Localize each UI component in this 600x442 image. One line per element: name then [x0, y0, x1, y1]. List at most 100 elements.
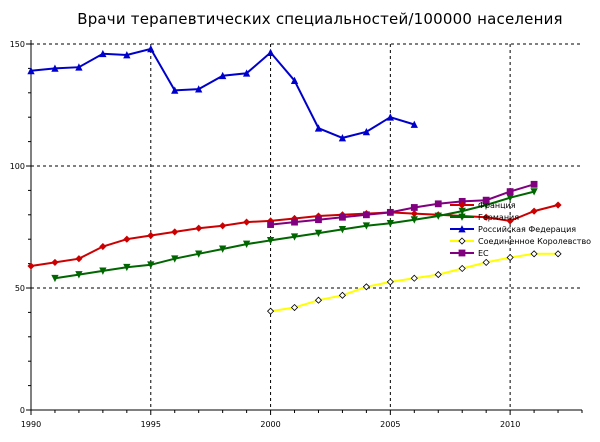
x-tick-label: 1995 — [141, 420, 161, 429]
data-point — [530, 188, 538, 196]
legend-swatch — [450, 213, 474, 221]
data-point — [147, 231, 155, 240]
series-line-4 — [270, 183, 535, 226]
data-point — [410, 210, 418, 218]
series-line-3 — [270, 252, 558, 313]
data-point — [27, 262, 35, 270]
data-point — [27, 66, 35, 75]
data-point — [171, 228, 179, 236]
data-point — [75, 63, 83, 71]
legend-item: Соединенное Королевство — [450, 235, 591, 247]
chart-title: Врачи терапевтических специальностей/100… — [77, 10, 563, 28]
legend-item: ЕС — [450, 247, 591, 259]
axes — [26, 40, 583, 415]
x-tick-label: 2005 — [380, 420, 400, 429]
data-point — [123, 51, 131, 59]
data-point — [554, 201, 562, 209]
legend-swatch — [450, 201, 474, 209]
legend-label: Российская Федерация — [478, 224, 577, 234]
data-point — [195, 85, 203, 93]
data-point — [362, 127, 371, 136]
data-point — [266, 237, 275, 245]
data-point — [506, 188, 514, 196]
data-point — [362, 211, 370, 219]
data-point — [362, 283, 370, 291]
data-point — [482, 258, 490, 266]
data-point — [51, 64, 59, 72]
data-point — [338, 134, 347, 142]
data-point — [338, 291, 347, 299]
data-point — [362, 222, 371, 230]
legend-swatch-marker — [458, 213, 466, 221]
x-tick-label: 2010 — [500, 420, 520, 429]
tick-labels: 1990 1995 2000 2005 2010 0 50 100 150 — [10, 40, 521, 429]
data-point — [171, 86, 179, 94]
data-point — [123, 263, 131, 272]
data-point — [243, 218, 251, 226]
data-point — [314, 124, 323, 132]
data-point — [482, 213, 490, 221]
data-point — [291, 218, 298, 226]
legend-swatch — [450, 237, 474, 245]
legend-swatch-marker — [458, 237, 466, 245]
data-point — [314, 229, 323, 237]
data-point — [51, 258, 59, 266]
data-point — [410, 274, 418, 282]
chart-legend: Франция Германия Российская Федерация Соеди… — [450, 199, 591, 259]
data-point — [530, 180, 538, 188]
legend-swatch — [450, 225, 474, 233]
data-point — [554, 250, 562, 258]
data-point — [171, 255, 179, 263]
data-point — [75, 271, 83, 279]
legend-item: Германия — [450, 211, 591, 223]
data-point — [290, 233, 299, 241]
data-point — [386, 219, 394, 228]
legend-swatch-marker — [458, 201, 466, 209]
legend-swatch-marker — [458, 249, 466, 257]
legend-swatch — [450, 249, 474, 257]
legend-label: Германия — [478, 212, 520, 222]
data-point — [99, 267, 107, 275]
data-point — [219, 71, 227, 80]
legend-label: Соединенное Королевство — [478, 236, 592, 246]
data-point — [386, 113, 394, 121]
legend-swatch-marker — [458, 225, 466, 233]
series-1 — [51, 188, 538, 283]
data-point — [339, 213, 346, 221]
data-point — [266, 307, 275, 315]
data-point — [147, 261, 155, 269]
data-point — [386, 278, 394, 286]
data-point — [290, 76, 299, 84]
data-point — [506, 217, 514, 225]
data-point — [266, 48, 275, 56]
data-point — [75, 255, 83, 263]
series-4 — [267, 180, 538, 228]
data-point — [482, 196, 490, 204]
data-point — [290, 303, 299, 312]
data-point — [51, 274, 59, 283]
y-tick-label: 100 — [10, 162, 25, 171]
data-point — [386, 208, 394, 216]
data-point — [315, 216, 322, 224]
data-point — [530, 207, 538, 215]
legend-label: Франция — [478, 200, 516, 210]
data-point — [530, 250, 538, 258]
data-point — [242, 69, 251, 77]
data-point — [99, 49, 107, 58]
data-point — [410, 120, 418, 128]
series-line-2 — [30, 47, 415, 139]
data-point — [434, 271, 442, 279]
data-point — [410, 216, 418, 224]
data-point — [123, 235, 131, 243]
series-2 — [27, 44, 418, 142]
data-point — [410, 204, 418, 211]
data-point — [434, 212, 442, 220]
data-point — [195, 250, 203, 258]
x-tick-label: 1990 — [21, 420, 41, 429]
y-tick-label: 150 — [10, 40, 25, 49]
data-point — [242, 240, 251, 248]
y-tick-label: 50 — [15, 284, 25, 293]
legend-item: Франция — [450, 199, 591, 211]
data-point — [267, 221, 274, 228]
